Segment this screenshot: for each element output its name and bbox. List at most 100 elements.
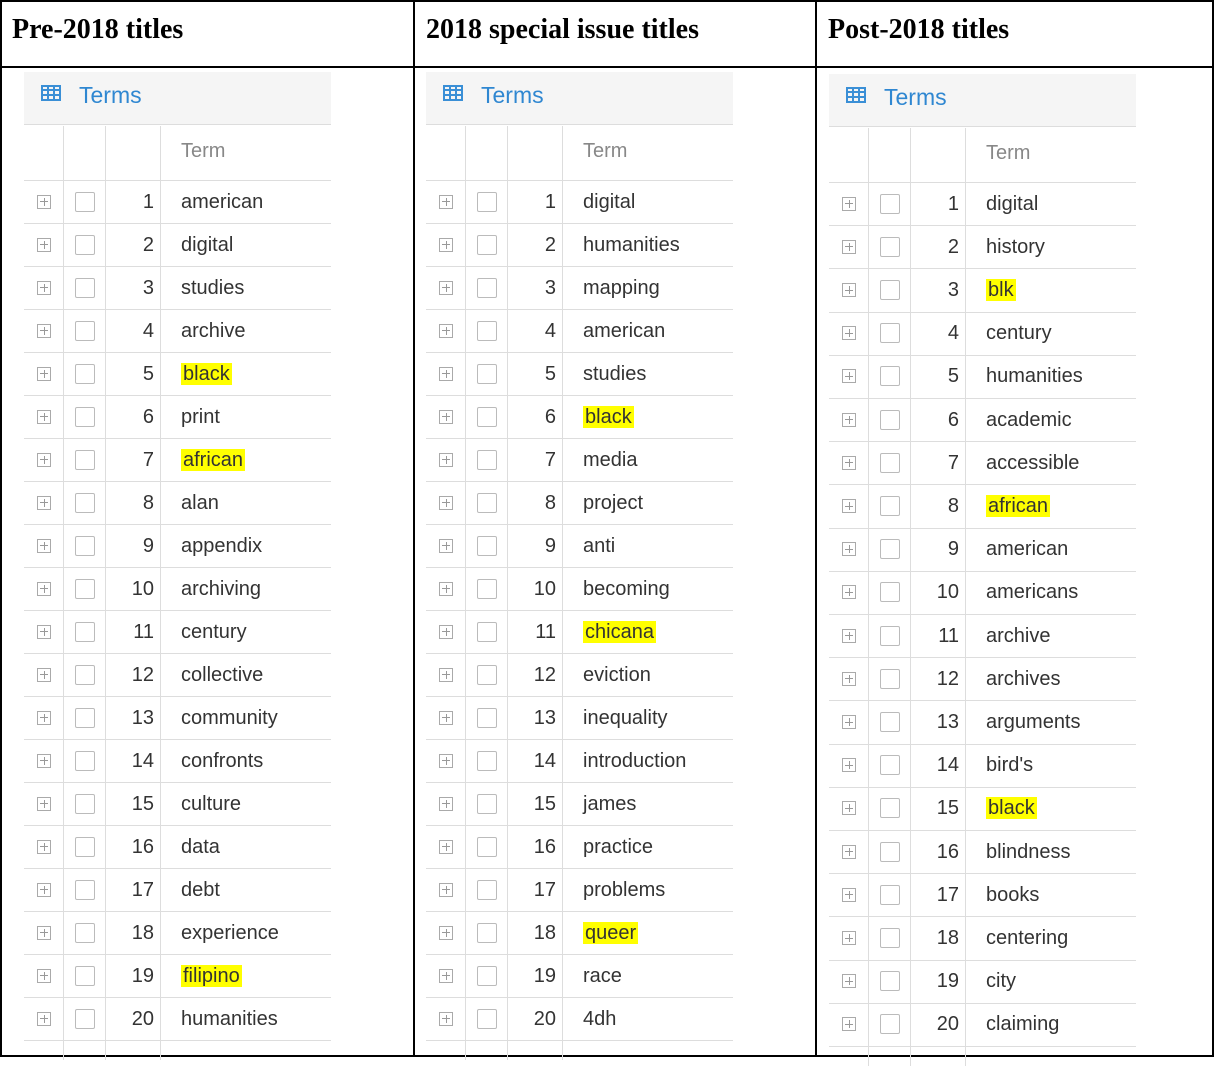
row-checkbox [477, 879, 497, 900]
expand-icon [842, 412, 856, 427]
row-checkbox [477, 277, 497, 298]
row-rank: 20 [131, 1007, 154, 1030]
cell-rule [965, 128, 966, 1066]
highlighted-term: african [986, 495, 1051, 517]
row-rule [426, 309, 733, 310]
highlighted-term: black [986, 797, 1037, 820]
row-rank: 14 [131, 749, 154, 772]
row-term: american [181, 190, 264, 213]
row-rank: 11 [938, 624, 959, 647]
row-rank: 12 [533, 663, 556, 686]
row-term: mapping [583, 276, 660, 299]
row-rule [426, 567, 733, 568]
row-rank: 15 [533, 792, 556, 815]
row-checkbox [75, 750, 95, 771]
expand-icon [439, 796, 453, 811]
row-term: blk [986, 278, 1016, 302]
column-title: 2018 special issue titles [426, 14, 699, 45]
row-rank: 18 [533, 921, 556, 944]
row-checkbox [75, 363, 95, 384]
row-rank: 7 [947, 451, 959, 474]
row-checkbox [75, 578, 95, 599]
expand-icon [439, 710, 453, 725]
row-rule [829, 527, 1136, 529]
row-rank: 14 [936, 754, 959, 777]
row-checkbox [477, 320, 497, 341]
row-term: digital [583, 190, 636, 213]
row-term: print [181, 405, 220, 428]
row-rank: 13 [936, 711, 959, 733]
row-rank: 2 [142, 233, 154, 256]
row-checkbox [880, 193, 900, 214]
row-rank: 7 [544, 448, 556, 471]
row-rule [829, 700, 1136, 702]
row-term: project [583, 491, 644, 514]
row-rule [24, 911, 331, 912]
row-rule [24, 825, 331, 826]
row-checkbox [477, 750, 497, 771]
row-checkbox [477, 664, 497, 685]
row-rank: 9 [947, 538, 959, 561]
expand-icon [439, 323, 453, 338]
row-rank: 2 [947, 235, 959, 258]
row-rank: 16 [131, 835, 154, 858]
expand-icon [439, 968, 453, 983]
row-term: culture [181, 792, 242, 815]
row-rule [24, 696, 331, 697]
row-checkbox [75, 664, 95, 685]
row-checkbox [75, 621, 95, 642]
row-term: queer [583, 921, 639, 945]
highlighted-term: african [181, 448, 246, 471]
expand-icon [439, 366, 453, 381]
row-rank: 20 [533, 1007, 556, 1030]
row-checkbox [75, 191, 95, 212]
row-rule [426, 911, 733, 912]
cell-rule [465, 126, 466, 1060]
row-term: accessible [986, 451, 1080, 474]
row-rule [24, 567, 331, 568]
row-rule [426, 266, 733, 267]
expand-icon [842, 801, 856, 816]
row-rank: 4 [142, 319, 154, 342]
row-term: blindness [986, 840, 1071, 863]
row-rule [24, 782, 331, 783]
row-term: race [583, 964, 622, 987]
row-term: americans [986, 581, 1079, 604]
row-checkbox [75, 922, 95, 943]
cell-rule [105, 126, 106, 1060]
expand-icon [439, 925, 453, 940]
expand-icon [439, 194, 453, 209]
cell-rule [868, 128, 869, 1066]
row-rule [426, 739, 733, 740]
row-rank: 17 [533, 878, 556, 901]
row-checkbox [75, 793, 95, 814]
row-rule [24, 223, 331, 224]
row-term: archives [986, 667, 1061, 690]
row-rule [426, 524, 733, 525]
row-rank: 10 [533, 577, 556, 600]
row-rank: 12 [131, 663, 154, 686]
row-rank: 3 [947, 279, 959, 301]
expand-icon [37, 710, 51, 725]
row-term: humanities [986, 365, 1083, 388]
row-checkbox [477, 1008, 497, 1029]
row-term: inequality [583, 706, 668, 729]
row-term: claiming [986, 1013, 1060, 1036]
row-checkbox [75, 879, 95, 900]
row-term: appendix [181, 534, 263, 557]
row-checkbox [75, 965, 95, 986]
row-term: african [986, 494, 1051, 518]
row-rule [426, 438, 733, 439]
expand-icon [842, 585, 856, 600]
row-checkbox [477, 578, 497, 599]
row-rule [426, 1040, 733, 1041]
row-term: experience [181, 921, 279, 944]
row-rank: 3 [142, 276, 154, 299]
row-checkbox [880, 236, 900, 257]
row-rule [829, 1046, 1136, 1047]
row-rank: 8 [544, 491, 556, 514]
row-rank: 5 [947, 365, 959, 388]
expand-icon [439, 882, 453, 897]
row-checkbox [75, 492, 95, 513]
